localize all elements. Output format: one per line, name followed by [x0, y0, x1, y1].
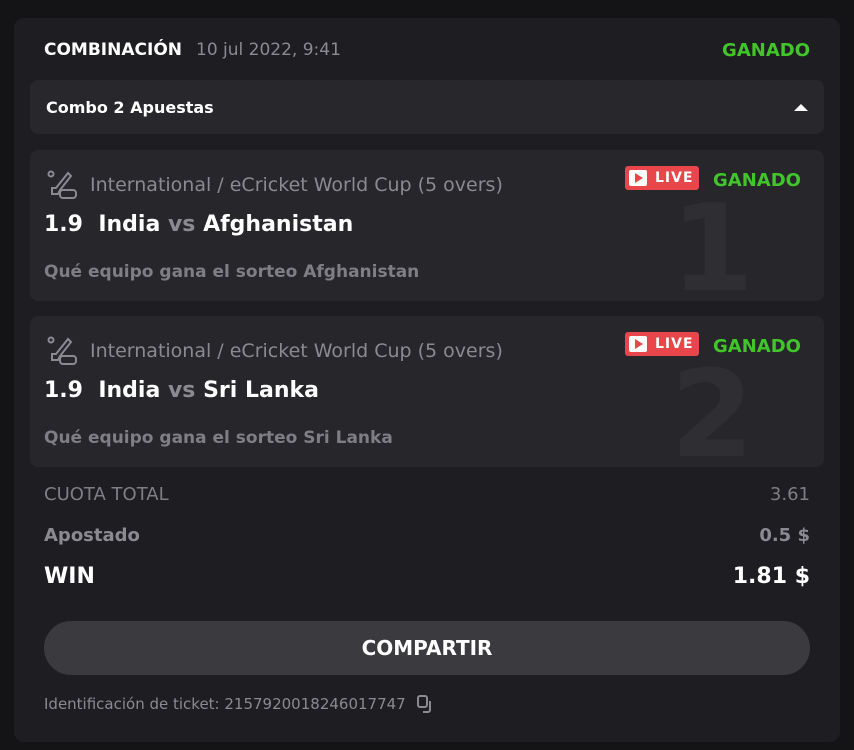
- stake-label: Apostado: [44, 525, 140, 546]
- league-name: International / eCricket World Cup (5 ov…: [90, 340, 503, 362]
- win-row: WIN 1.81 $: [44, 564, 810, 589]
- ticket-label: Identificación de ticket: 21579200182460…: [44, 695, 406, 713]
- total-odds-label: CUOTA TOTAL: [44, 484, 169, 505]
- ticket-id: Identificación de ticket: 21579200182460…: [44, 694, 436, 714]
- home-team: India: [98, 378, 161, 403]
- copy-icon[interactable]: [416, 694, 436, 714]
- away-team: Sri Lanka: [203, 378, 319, 403]
- home-team: India: [98, 212, 161, 237]
- win-value: 1.81 $: [732, 564, 810, 589]
- bet-status: GANADO: [713, 336, 801, 357]
- selection: Qué equipo gana el sorteo Afghanistan: [44, 262, 420, 282]
- bet-index: 1: [670, 180, 755, 302]
- play-icon: [629, 170, 647, 186]
- bet-index: 2: [670, 346, 755, 468]
- odds: 1.9: [44, 212, 83, 237]
- bet-header: COMBINACIÓN 10 jul 2022, 9:41 GANADO: [44, 38, 810, 62]
- vs: vs: [167, 378, 196, 403]
- live-label: LIVE: [655, 336, 694, 352]
- total-odds-value: 3.61: [769, 484, 810, 505]
- live-badge: LIVE: [625, 332, 699, 356]
- stake-value: 0.5 $: [759, 525, 810, 546]
- combo-label: Combo 2 Apuestas: [46, 97, 214, 117]
- share-button[interactable]: COMPARTIR: [44, 621, 810, 675]
- status-badge: GANADO: [722, 39, 810, 61]
- bet-item: 1 International / eCricket World Cup (5 …: [30, 150, 824, 301]
- play-icon: [629, 336, 647, 352]
- win-label: WIN: [44, 564, 95, 589]
- league-name: International / eCricket World Cup (5 ov…: [90, 174, 503, 196]
- bet-status: GANADO: [713, 170, 801, 191]
- match: 1.9 India vs Sri Lanka: [44, 378, 319, 403]
- bet-date: 10 jul 2022, 9:41: [196, 40, 341, 60]
- match: 1.9 India vs Afghanistan: [44, 212, 353, 237]
- total-odds-row: CUOTA TOTAL 3.61: [44, 484, 810, 505]
- live-badge: LIVE: [625, 166, 699, 190]
- bet-card: COMBINACIÓN 10 jul 2022, 9:41 GANADO Com…: [14, 18, 840, 742]
- away-team: Afghanistan: [203, 212, 354, 237]
- vs: vs: [167, 212, 196, 237]
- bet-type: COMBINACIÓN: [44, 40, 182, 60]
- stake-row: Apostado 0.5 $: [44, 525, 810, 546]
- combo-toggle[interactable]: Combo 2 Apuestas: [30, 80, 824, 134]
- live-label: LIVE: [655, 170, 694, 186]
- ecricket-icon: [47, 170, 77, 199]
- caret-up-icon: [794, 103, 808, 111]
- odds: 1.9: [44, 378, 83, 403]
- bet-item: 2 International / eCricket World Cup (5 …: [30, 316, 824, 467]
- ecricket-icon: [47, 336, 77, 365]
- selection: Qué equipo gana el sorteo Sri Lanka: [44, 428, 393, 448]
